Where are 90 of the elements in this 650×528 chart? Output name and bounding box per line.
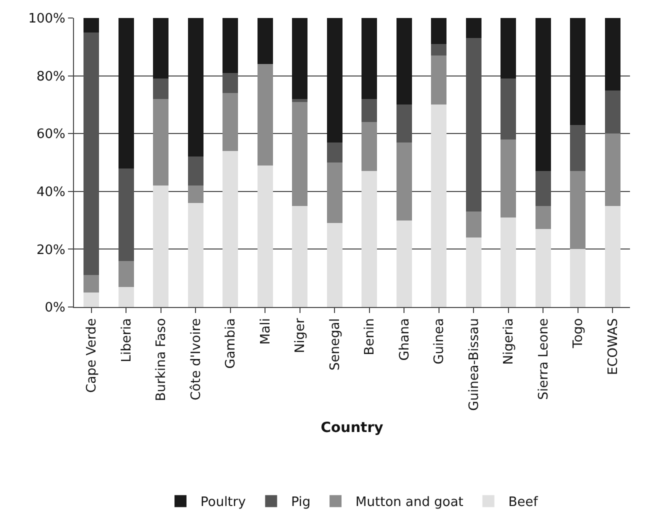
bar (535, 228, 551, 307)
bar (535, 18, 551, 172)
legend-label: Mutton and goat (356, 495, 464, 510)
x-tick-label: Cape Verde (84, 318, 100, 393)
bar (396, 142, 412, 220)
bar (84, 18, 100, 32)
bar (326, 162, 342, 224)
bar (431, 104, 447, 307)
bar (396, 104, 412, 142)
bar (604, 134, 620, 206)
x-tick-label: Benin (362, 318, 378, 356)
bar (362, 171, 378, 307)
bar (535, 171, 551, 206)
x-tick-label: Senegal (328, 318, 343, 371)
x-axis-title: Country (320, 420, 384, 436)
y-tick-label: 60% (36, 127, 66, 142)
x-tick-label: Côte d'Ivoire (188, 318, 204, 400)
bar (153, 98, 169, 186)
legend-label: Beef (508, 495, 538, 510)
bar (396, 220, 412, 307)
x-tick-label: Niger (293, 318, 308, 354)
bar (84, 292, 100, 307)
bar (292, 98, 308, 102)
y-tick-label: 0% (44, 300, 66, 316)
bar (570, 249, 586, 307)
bar (118, 18, 134, 168)
bar (466, 18, 482, 38)
x-tick-label: Liberia (119, 318, 134, 362)
bar (257, 18, 273, 64)
legend-label: Poultry (200, 495, 246, 510)
bar (153, 78, 169, 99)
bar (604, 90, 620, 134)
bar (500, 217, 516, 307)
x-tick-label: Ghana (397, 318, 412, 361)
bar (500, 78, 516, 140)
x-tick-label: Togo (571, 318, 586, 350)
x-tick-label: Mali (258, 318, 274, 345)
bar (570, 124, 586, 172)
y-tick-label: 20% (36, 242, 66, 258)
bar (500, 18, 516, 79)
bar (604, 206, 620, 307)
bar (466, 238, 482, 307)
bar (292, 206, 308, 307)
x-tick-label: Sierra Leone (536, 318, 552, 400)
bar (570, 18, 586, 125)
bar (84, 32, 100, 276)
x-tick-label: Guinea-Bissau (466, 318, 482, 411)
bar (188, 186, 204, 203)
bar (292, 18, 308, 99)
bar (326, 142, 342, 162)
bar (326, 18, 342, 142)
bar (466, 38, 482, 212)
x-tick-label: Gambia (224, 318, 239, 369)
bar (570, 171, 586, 250)
y-tick-label: 40% (36, 184, 66, 200)
bar (604, 18, 620, 90)
bar (188, 156, 204, 186)
bar (153, 18, 169, 79)
bar (535, 206, 551, 229)
bar (257, 64, 273, 166)
x-tick-label: Nigeria (502, 318, 517, 365)
bar (153, 186, 169, 307)
bar (257, 165, 273, 307)
bar (431, 56, 447, 105)
bar (118, 286, 134, 307)
bar (222, 72, 238, 94)
x-tick-label: Guinea (432, 318, 448, 364)
bar (326, 223, 342, 307)
bar (188, 18, 204, 157)
legend-label: Pig (291, 495, 311, 510)
bar (466, 212, 482, 238)
x-tick-label: ECOWAS (606, 318, 621, 376)
y-tick-label: 100% (28, 12, 66, 27)
bar (396, 18, 412, 105)
bar (222, 18, 238, 73)
bar (188, 202, 204, 307)
bar (362, 18, 378, 99)
bar (362, 122, 378, 172)
bar (500, 139, 516, 218)
bar (292, 102, 308, 206)
bar (84, 275, 100, 293)
bar (118, 260, 134, 287)
bar (431, 18, 447, 44)
y-tick-label: 80% (36, 69, 66, 84)
bar (118, 168, 134, 261)
bar (222, 93, 238, 151)
bar (222, 150, 238, 307)
bar (431, 44, 447, 56)
bar (362, 98, 378, 122)
x-tick-label: Burkina Faso (154, 318, 170, 402)
